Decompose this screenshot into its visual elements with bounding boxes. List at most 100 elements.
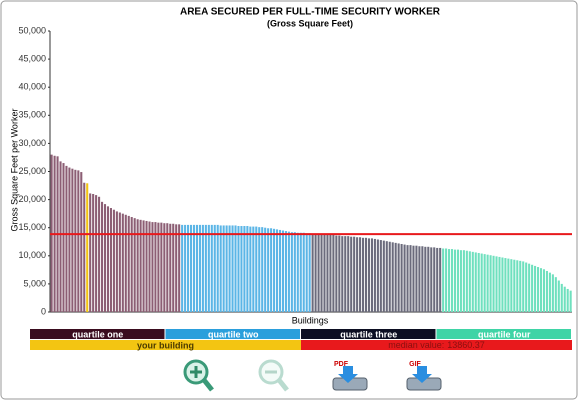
bar	[537, 267, 540, 312]
legend-label: quartile two	[208, 329, 259, 339]
bar	[124, 214, 127, 312]
bar	[145, 220, 148, 312]
bar	[382, 240, 385, 312]
bar	[284, 231, 287, 312]
bar	[234, 225, 237, 312]
bar	[373, 238, 376, 312]
chart-subtitle: (Gross Square Feet)	[267, 18, 353, 28]
bar	[415, 245, 418, 312]
bar	[418, 246, 421, 312]
bar	[362, 237, 365, 312]
bar	[98, 196, 101, 312]
bar	[531, 264, 534, 312]
bar	[483, 254, 486, 312]
bar	[210, 224, 213, 312]
bar	[344, 236, 347, 312]
bar	[314, 233, 317, 312]
bar	[397, 243, 400, 312]
bar	[184, 224, 187, 312]
bar	[453, 249, 457, 312]
bar	[65, 165, 68, 312]
bar	[68, 167, 71, 312]
bar	[133, 218, 136, 312]
zoom-in[interactable]	[183, 359, 214, 392]
bar	[489, 255, 492, 312]
bar	[448, 249, 451, 312]
bar	[92, 193, 95, 312]
bar	[569, 290, 572, 312]
bar	[424, 246, 427, 312]
bar	[261, 227, 264, 312]
bar	[492, 255, 495, 312]
bar	[332, 235, 335, 312]
bar	[219, 225, 222, 312]
bar	[71, 168, 74, 312]
bar	[195, 224, 198, 312]
bar	[157, 222, 160, 312]
bar	[95, 195, 98, 312]
bar	[445, 248, 448, 312]
chart-title: AREA SECURED PER FULL-TIME SECURITY WORK…	[180, 7, 441, 18]
bar	[178, 224, 181, 312]
bar	[323, 234, 326, 312]
export-gif[interactable]: GIF	[406, 361, 442, 391]
bar	[353, 236, 356, 312]
bar	[201, 224, 204, 312]
bar	[290, 232, 293, 312]
bar	[172, 223, 175, 312]
bar	[118, 212, 121, 312]
bar	[566, 288, 569, 312]
bar	[385, 241, 388, 312]
bar	[507, 258, 510, 312]
bar	[557, 280, 560, 312]
y-tick-label: 20,000	[18, 194, 46, 204]
bar	[112, 209, 115, 312]
bar	[187, 224, 190, 312]
pdf-label: PDF	[334, 361, 349, 368]
bar	[222, 225, 225, 312]
bar	[207, 224, 210, 312]
bar	[350, 236, 353, 312]
bar	[89, 193, 92, 312]
bar	[198, 224, 201, 312]
median-label: median value:	[388, 340, 444, 350]
bar	[498, 256, 501, 312]
bar	[465, 250, 468, 312]
y-tick-label: 5,000	[23, 278, 46, 288]
export-pdf[interactable]: PDF	[332, 361, 368, 391]
legend-swatch	[301, 329, 436, 339]
bar	[433, 247, 436, 312]
bar	[335, 235, 338, 312]
bar	[486, 254, 489, 312]
bar	[160, 222, 163, 312]
bar	[326, 235, 329, 312]
bar	[130, 217, 133, 312]
bar	[189, 224, 193, 312]
bar	[74, 169, 77, 312]
bar	[115, 211, 118, 312]
bar	[528, 263, 531, 312]
legend-label: quartile three	[340, 329, 397, 339]
bar	[127, 215, 130, 312]
bar	[308, 233, 311, 312]
bar	[430, 247, 433, 312]
bar	[477, 252, 480, 312]
y-axis-label: Gross Square Feet per Worker	[9, 109, 19, 232]
zoom-out[interactable]	[258, 359, 289, 392]
bar	[270, 228, 273, 312]
y-tick-label: 15,000	[18, 222, 46, 232]
bar	[329, 235, 332, 312]
bar	[412, 245, 415, 312]
legend-label: median value: 13860.37	[388, 340, 485, 350]
legend-label: your building	[137, 340, 194, 350]
bar	[305, 233, 308, 312]
bar	[400, 243, 403, 312]
bar	[59, 161, 62, 312]
bar	[406, 245, 409, 312]
bar	[474, 252, 477, 312]
bar	[237, 226, 240, 312]
bar	[462, 250, 465, 312]
legend-swatch	[30, 329, 165, 339]
bar	[522, 261, 525, 312]
